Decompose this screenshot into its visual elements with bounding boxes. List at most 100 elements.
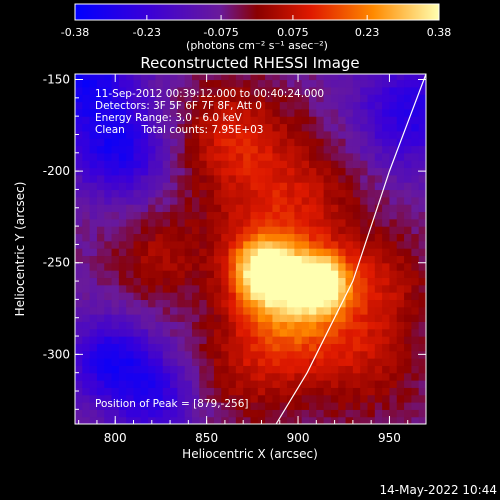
heatmap-cell bbox=[199, 233, 208, 242]
heatmap-cell bbox=[265, 160, 274, 169]
heatmap-cell bbox=[330, 233, 339, 242]
heatmap-cell bbox=[345, 409, 354, 418]
heatmap-cell bbox=[374, 394, 383, 403]
heatmap-cell bbox=[257, 116, 266, 125]
heatmap-cell bbox=[133, 211, 142, 220]
heatmap-cell bbox=[126, 123, 135, 132]
heatmap-cell bbox=[360, 372, 369, 381]
heatmap-cell bbox=[360, 74, 369, 81]
heatmap-cell bbox=[162, 74, 171, 81]
heatmap-cell bbox=[177, 284, 186, 293]
heatmap-cell bbox=[338, 196, 347, 205]
heatmap-cell bbox=[360, 248, 369, 257]
heatmap-cell bbox=[75, 262, 83, 271]
heatmap-cell bbox=[96, 336, 105, 344]
heatmap-cell bbox=[89, 372, 98, 381]
heatmap-cell bbox=[228, 189, 237, 198]
heatmap-cell bbox=[228, 226, 237, 235]
heatmap-cell bbox=[184, 350, 193, 359]
heatmap-cell bbox=[192, 394, 200, 403]
colorbar-unit-label: (photons cm⁻² s⁻¹ asec⁻²) bbox=[186, 39, 328, 52]
heatmap-cell bbox=[330, 270, 339, 279]
heatmap-cell bbox=[301, 409, 310, 418]
heatmap-cell bbox=[411, 116, 420, 125]
heatmap-cell bbox=[213, 248, 222, 257]
heatmap-cell bbox=[418, 196, 426, 205]
heatmap-cell bbox=[287, 277, 295, 286]
heatmap-cell bbox=[279, 409, 288, 418]
heatmap-cell bbox=[345, 79, 354, 88]
heatmap-cell bbox=[265, 299, 274, 308]
heatmap-cell bbox=[382, 387, 391, 396]
heatmap-cell bbox=[287, 372, 295, 381]
heatmap-cell bbox=[279, 204, 288, 213]
heatmap-cell bbox=[228, 402, 237, 410]
heatmap-cell bbox=[323, 86, 332, 95]
heatmap-cell bbox=[82, 248, 91, 257]
heatmap-cell bbox=[228, 328, 237, 337]
heatmap-cell bbox=[323, 409, 332, 418]
heatmap-cell bbox=[235, 292, 244, 300]
heatmap-cell bbox=[257, 394, 266, 403]
heatmap-cell bbox=[177, 138, 186, 147]
heatmap-cell bbox=[82, 79, 91, 88]
heatmap-cell bbox=[243, 94, 252, 103]
heatmap-cell bbox=[118, 226, 127, 235]
heatmap-cell bbox=[345, 167, 354, 176]
heatmap-cell bbox=[309, 262, 317, 271]
annotation-line: Energy Range: 3.0 - 6.0 keV bbox=[95, 112, 243, 124]
heatmap-cell bbox=[213, 101, 222, 110]
heatmap-cell bbox=[345, 233, 354, 242]
heatmap-cell bbox=[418, 306, 426, 315]
heatmap-cell bbox=[118, 189, 127, 198]
heatmap-cell bbox=[382, 365, 391, 374]
heatmap-cell bbox=[126, 372, 135, 381]
heatmap-cell bbox=[221, 270, 230, 279]
heatmap-cell bbox=[382, 74, 391, 81]
heatmap-cell bbox=[287, 79, 295, 88]
heatmap-cell bbox=[155, 74, 164, 81]
heatmap-cell bbox=[221, 182, 230, 191]
heatmap-cell bbox=[118, 402, 127, 410]
heatmap-cell bbox=[309, 380, 317, 388]
heatmap-cell bbox=[148, 145, 157, 154]
heatmap-cell bbox=[338, 321, 347, 330]
heatmap-cell bbox=[352, 211, 361, 220]
heatmap-cell bbox=[396, 196, 405, 205]
heatmap-cell bbox=[323, 248, 332, 257]
heatmap-cell bbox=[272, 226, 281, 235]
heatmap-cell bbox=[235, 211, 244, 220]
heatmap-cell bbox=[170, 152, 178, 161]
heatmap-cell bbox=[162, 226, 171, 235]
heatmap-cell bbox=[279, 306, 288, 315]
heatmap-cell bbox=[133, 402, 142, 410]
heatmap-cell bbox=[294, 218, 303, 227]
heatmap-cell bbox=[272, 306, 281, 315]
heatmap-cell bbox=[265, 233, 274, 242]
heatmap-cell bbox=[243, 350, 252, 359]
heatmap-cell bbox=[257, 74, 266, 81]
heatmap-cell bbox=[374, 365, 383, 374]
heatmap-cell bbox=[338, 402, 347, 410]
heatmap-cell bbox=[418, 116, 426, 125]
heatmap-cell bbox=[243, 409, 252, 418]
heatmap-cell bbox=[389, 204, 398, 213]
heatmap-cell bbox=[309, 74, 317, 81]
heatmap-cell bbox=[140, 270, 149, 279]
heatmap-cell bbox=[221, 343, 230, 352]
heatmap-cell bbox=[250, 262, 259, 271]
heatmap-cell bbox=[309, 409, 317, 418]
heatmap-cell bbox=[206, 79, 215, 88]
heatmap-cell bbox=[330, 226, 339, 235]
heatmap-cell bbox=[235, 233, 244, 242]
heatmap-cell bbox=[184, 86, 193, 95]
heatmap-cell bbox=[360, 101, 369, 110]
heatmap-cell bbox=[338, 387, 347, 396]
heatmap-cell bbox=[418, 358, 426, 366]
heatmap-cell bbox=[111, 277, 120, 286]
heatmap-cell bbox=[316, 255, 325, 264]
heatmap-cell bbox=[221, 292, 230, 300]
heatmap-cell bbox=[148, 167, 157, 176]
heatmap-cell bbox=[206, 270, 215, 279]
heatmap-cell bbox=[162, 189, 171, 198]
